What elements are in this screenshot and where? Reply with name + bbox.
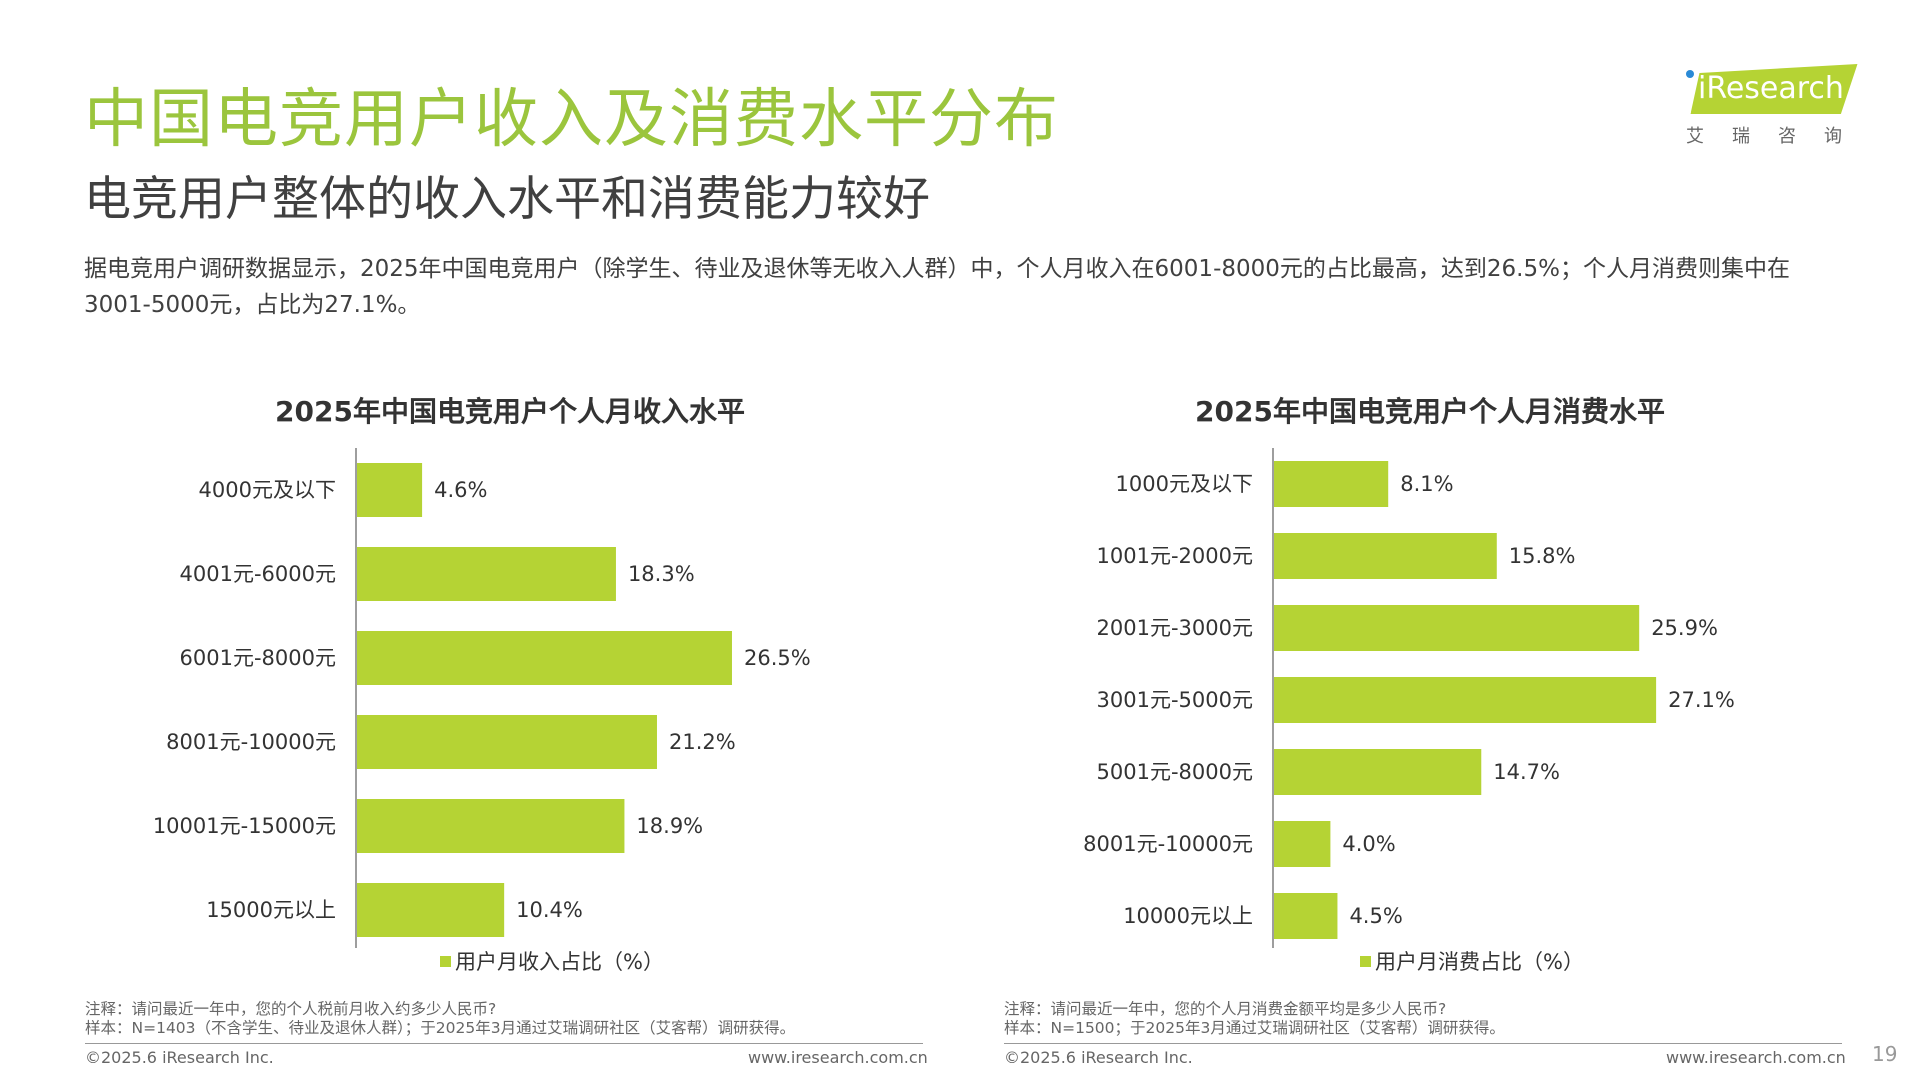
consumption-sample: 样本：N=1500；于2025年3月通过艾瑞调研社区（艾客帮）调研获得。 bbox=[1004, 1019, 1505, 1037]
consumption-bar bbox=[1274, 893, 1338, 939]
consumption-chart-title: 2025年中国电竞用户个人月消费水平 bbox=[1195, 395, 1665, 428]
consumption-data-label: 4.5% bbox=[1349, 904, 1402, 928]
income-bar bbox=[357, 715, 657, 769]
page-number: 19 bbox=[1872, 1042, 1898, 1066]
consumption-bar bbox=[1274, 605, 1640, 651]
consumption-data-label: 4.0% bbox=[1342, 832, 1395, 856]
income-category-label: 8001元-10000元 bbox=[166, 730, 336, 754]
consumption-legend: 用户月消费占比（%） bbox=[1360, 948, 1584, 976]
page-title: 中国电竞用户收入及消费水平分布 bbox=[84, 83, 1059, 157]
consumption-bar bbox=[1274, 821, 1331, 867]
income-data-label: 21.2% bbox=[669, 730, 736, 754]
income-data-label: 18.9% bbox=[636, 814, 703, 838]
income-data-label: 18.3% bbox=[628, 562, 695, 586]
consumption-category-label: 10000元以上 bbox=[1123, 904, 1253, 928]
income-category-label: 15000元以上 bbox=[206, 898, 336, 922]
income-footer-copyright: ©2025.6 iResearch Inc. bbox=[85, 1048, 274, 1067]
logo-chinese: 艾瑞咨询 bbox=[1686, 126, 1870, 147]
income-footer-url: www.iresearch.com.cn bbox=[748, 1048, 928, 1067]
income-bar bbox=[357, 463, 423, 517]
income-data-label: 26.5% bbox=[744, 646, 811, 670]
consumption-bar-chart: 1000元及以下 8.1% 1001元-2000元 15.8% 2001元-3000元 2… bbox=[1083, 448, 1735, 948]
consumption-category-label: 1000元及以下 bbox=[1116, 472, 1253, 496]
consumption-data-label: 8.1% bbox=[1400, 472, 1453, 496]
income-chart-title: 2025年中国电竞用户个人月收入水平 bbox=[275, 395, 745, 428]
iresearch-logo: iResearch 艾瑞咨询 bbox=[1686, 60, 1862, 150]
consumption-bar bbox=[1274, 461, 1389, 507]
consumption-category-label: 8001元-10000元 bbox=[1083, 832, 1253, 856]
income-category-label: 4000元及以下 bbox=[199, 478, 336, 502]
consumption-bar bbox=[1274, 749, 1482, 795]
consumption-legend-label: 用户月消费占比（%） bbox=[1375, 950, 1584, 974]
income-data-label: 4.6% bbox=[434, 478, 487, 502]
consumption-footer-rule bbox=[1004, 1043, 1842, 1044]
income-category-label: 10001元-15000元 bbox=[153, 814, 336, 838]
income-bar bbox=[357, 547, 616, 601]
consumption-legend-swatch bbox=[1360, 955, 1371, 967]
income-bar bbox=[357, 631, 732, 685]
page-subtitle: 电竞用户整体的收入水平和消费能力较好 bbox=[84, 172, 930, 227]
income-bar bbox=[357, 799, 625, 853]
income-legend-swatch bbox=[440, 955, 451, 967]
logo-word: iResearch bbox=[1698, 71, 1844, 106]
consumption-footer-copyright: ©2025.6 iResearch Inc. bbox=[1004, 1048, 1193, 1067]
income-category-label: 4001元-6000元 bbox=[180, 562, 336, 586]
income-category-label: 6001元-8000元 bbox=[180, 646, 336, 670]
income-bar bbox=[357, 883, 505, 937]
consumption-category-label: 1001元-2000元 bbox=[1097, 544, 1253, 568]
consumption-data-label: 15.8% bbox=[1509, 544, 1576, 568]
consumption-bar bbox=[1274, 533, 1497, 579]
logo-dot bbox=[1686, 70, 1694, 78]
consumption-bar bbox=[1274, 677, 1657, 723]
income-sample: 样本：N=1403（不含学生、待业及退休人群）；于2025年3月通过艾瑞调研社区… bbox=[85, 1019, 796, 1037]
income-data-label: 10.4% bbox=[516, 898, 583, 922]
income-legend-label: 用户月收入占比（%） bbox=[455, 950, 664, 974]
income-legend: 用户月收入占比（%） bbox=[440, 948, 664, 976]
consumption-category-label: 3001元-5000元 bbox=[1097, 688, 1253, 712]
consumption-note: 注释：请问最近一年中，您的个人月消费金额平均是多少人民币? bbox=[1004, 1000, 1447, 1018]
page-description: 据电竞用户调研数据显示，2025年中国电竞用户（除学生、待业及退休等无收入人群）… bbox=[84, 256, 1790, 318]
consumption-category-label: 5001元-8000元 bbox=[1097, 760, 1253, 784]
consumption-data-label: 27.1% bbox=[1668, 688, 1735, 712]
income-note: 注释：请问最近一年中，您的个人税前月收入约多少人民币? bbox=[85, 1000, 497, 1018]
income-footer-rule bbox=[85, 1043, 923, 1044]
consumption-footer-url: www.iresearch.com.cn bbox=[1666, 1048, 1846, 1067]
consumption-data-label: 14.7% bbox=[1493, 760, 1560, 784]
income-bar-chart: 4000元及以下 4.6% 4001元-6000元 18.3% 6001元-8000元 2… bbox=[153, 448, 811, 948]
consumption-category-label: 2001元-3000元 bbox=[1097, 616, 1253, 640]
consumption-data-label: 25.9% bbox=[1651, 616, 1718, 640]
